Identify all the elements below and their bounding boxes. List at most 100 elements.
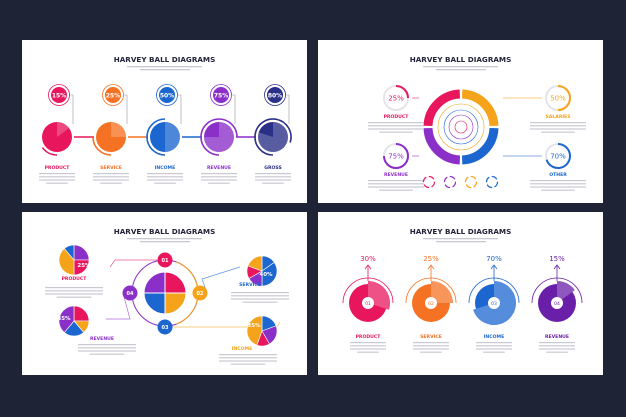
description-placeholder-line — [350, 348, 386, 350]
outer-arc — [531, 277, 583, 304]
harvey-donut-highlight-tint — [431, 281, 453, 303]
arrow-up-icon — [364, 264, 372, 270]
harvey-ball-fill — [204, 122, 234, 152]
description-placeholder-line — [413, 348, 449, 350]
percent-label: 35% — [247, 323, 261, 329]
outer-arc — [405, 277, 457, 304]
description-placeholder-line — [476, 348, 512, 350]
donut-hole — [488, 297, 500, 309]
percent-label: 50% — [550, 95, 566, 103]
pie-slice — [63, 244, 75, 261]
node-circle — [157, 252, 173, 268]
description-placeholder-line — [208, 182, 230, 184]
item-label: REVENUE — [545, 334, 569, 340]
center-donut-segment — [461, 89, 499, 127]
panel-title: HARVEY BALL DIAGRAMS — [410, 55, 512, 64]
leader-line — [177, 94, 182, 124]
item-label: PRODUCT — [356, 334, 382, 340]
center-donut-segment — [423, 89, 461, 127]
percent-label: 25% — [423, 255, 439, 263]
percent-label: 30% — [360, 255, 376, 263]
description-placeholder-line — [231, 298, 289, 300]
leader-line — [285, 94, 290, 124]
mini-ring-icon — [422, 175, 436, 189]
connector-line — [172, 321, 281, 328]
item-label: INCOME — [155, 165, 176, 171]
concentric-ring — [448, 114, 474, 140]
progress-arc — [92, 136, 112, 156]
mini-ring-icon — [464, 175, 478, 189]
description-placeholder-line — [413, 342, 449, 344]
description-placeholder-line — [357, 351, 379, 353]
connector-line — [201, 266, 241, 294]
arrow-up-icon — [490, 264, 498, 270]
description-placeholder-line — [368, 183, 424, 185]
node-number: 03 — [162, 325, 169, 331]
percent-label: 35% — [57, 316, 71, 322]
percent-bubble — [267, 87, 283, 103]
description-placeholder-line — [539, 342, 575, 344]
subtitle-placeholder-line — [423, 238, 498, 240]
description-placeholder-line — [78, 344, 136, 346]
subtitle-placeholder-line — [127, 66, 202, 68]
center-pie-slice — [143, 292, 166, 315]
item-label: SERVICE — [239, 282, 261, 288]
concentric-ring — [454, 120, 468, 134]
description-placeholder-line — [476, 345, 512, 347]
harvey-donut-highlight — [431, 281, 453, 303]
harvey-ball-fill — [258, 122, 289, 152]
harvey-ball — [258, 122, 288, 152]
percent-ring-progress — [383, 143, 409, 169]
description-placeholder-line — [39, 176, 75, 178]
description-placeholder-line — [45, 287, 103, 289]
percent-label: 80% — [268, 93, 282, 100]
percent-label: 50% — [160, 93, 174, 100]
percent-label: 75% — [214, 93, 228, 100]
panel-title: HARVEY BALL DIAGRAMS — [410, 227, 512, 236]
harvey-ball-panel-1: HARVEY BALL DIAGRAMS 15% PRODUCT 25% SERVICE… — [22, 40, 307, 203]
progress-arc — [41, 147, 58, 156]
pie-slice — [58, 305, 75, 333]
node-number: 01 — [162, 258, 169, 264]
percent-ring-progress — [557, 85, 571, 111]
item-label: SERVICE — [100, 165, 122, 171]
description-placeholder-line — [379, 131, 413, 133]
percent-ring-progress — [395, 85, 409, 99]
description-placeholder-line — [546, 351, 568, 353]
description-placeholder-line — [530, 128, 586, 130]
percent-label: 75% — [388, 153, 404, 161]
description-placeholder-line — [255, 173, 291, 175]
percent-label: 70% — [486, 255, 502, 263]
pie-slice — [73, 305, 90, 322]
item-label: PRODUCT — [62, 276, 88, 282]
description-placeholder-line — [201, 173, 237, 175]
panel-title: HARVEY BALL DIAGRAMS — [114, 55, 216, 64]
percent-ring-progress — [545, 143, 571, 169]
harvey-ball — [96, 122, 126, 152]
harvey-ball — [204, 122, 234, 152]
pie-slice — [58, 248, 75, 276]
description-placeholder-line — [93, 173, 129, 175]
pie-slice — [247, 255, 263, 272]
description-placeholder-line — [93, 179, 129, 181]
description-placeholder-line — [147, 176, 183, 178]
description-placeholder-line — [56, 296, 92, 298]
item-number: 01 — [365, 301, 371, 307]
donut-hole — [551, 297, 563, 309]
subtitle-placeholder-line — [140, 241, 190, 243]
item-label: REVENUE — [384, 172, 408, 178]
description-placeholder-line — [368, 128, 424, 130]
item-number: 04 — [554, 301, 560, 307]
subtitle-placeholder-line — [140, 69, 190, 71]
percent-bubble — [213, 87, 229, 103]
description-placeholder-line — [476, 342, 512, 344]
description-placeholder-line — [78, 347, 136, 349]
description-placeholder-line — [201, 176, 237, 178]
arrow-up-icon — [553, 264, 561, 270]
connector-line — [106, 292, 131, 320]
description-placeholder-line — [45, 293, 103, 295]
description-placeholder-line — [231, 292, 289, 294]
leader-line — [69, 94, 74, 124]
harvey-ball-fill — [57, 122, 70, 137]
description-placeholder-line — [368, 122, 424, 124]
